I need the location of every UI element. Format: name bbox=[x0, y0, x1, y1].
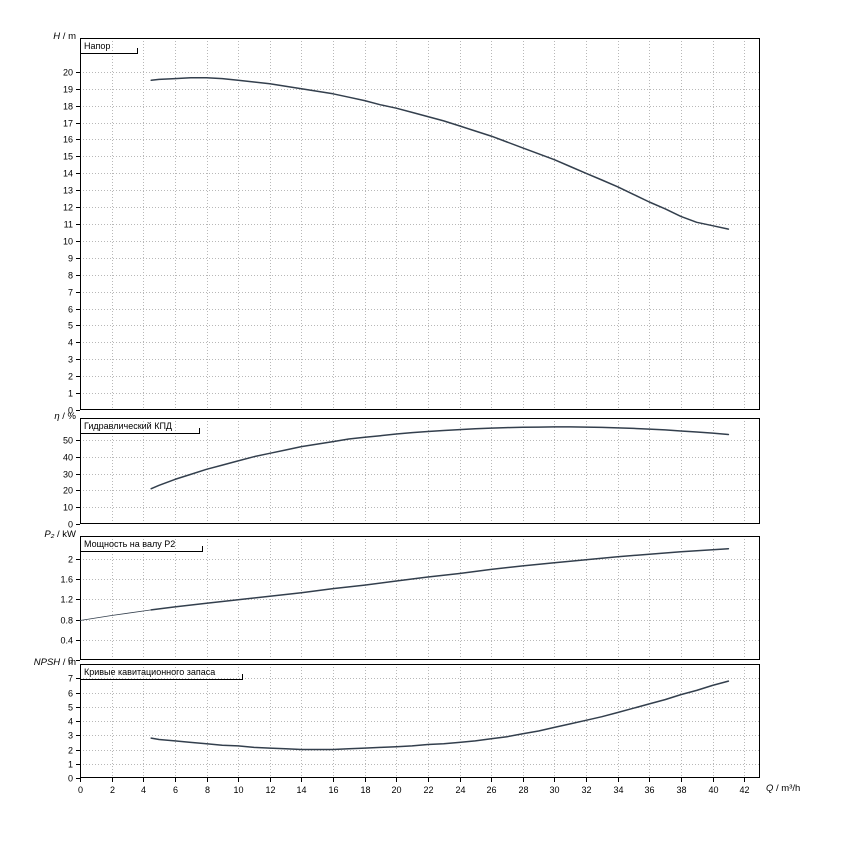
y-tick-label: 17 bbox=[63, 119, 73, 129]
npsh-chart: 0 1 2 3 4 5 6 7 bbox=[68, 664, 760, 784]
y-axis-unit-power: / kW bbox=[57, 529, 76, 540]
x-tick-label: 20 bbox=[391, 785, 401, 795]
x-tick-label: 22 bbox=[423, 785, 433, 795]
y-tick-label: 5 bbox=[68, 703, 73, 713]
x-tick-label: 14 bbox=[296, 785, 306, 795]
efficiency-chart: 0 10 20 30 40 50 bbox=[63, 418, 760, 530]
x-axis: 0 2 4 6 8 10 12 14 16 18 20 22 24 26 28 30 32 34 36 38 40 42 bbox=[78, 778, 750, 795]
x-tick-label: 32 bbox=[581, 785, 591, 795]
x-tick-label: 10 bbox=[233, 785, 243, 795]
y-tick-label: 8 bbox=[68, 271, 73, 281]
x-tick-label: 2 bbox=[110, 785, 115, 795]
x-tick-label: 0 bbox=[78, 785, 83, 795]
y-tick-label: 6 bbox=[68, 305, 73, 315]
y-tick-label: 10 bbox=[63, 237, 73, 247]
y-tick-label: 1 bbox=[68, 760, 73, 770]
efficiency-curve bbox=[150, 426, 730, 490]
chart-title-npsh: Кривые кавитационного запаса bbox=[80, 665, 244, 680]
shaft-power-chart: 0 0.4 0.8 1.2 1.6 2 bbox=[60, 536, 760, 666]
y-axis-unit-head: / m bbox=[62, 31, 76, 42]
y-tick-label: 2 bbox=[68, 746, 73, 756]
y-tick-label: 4 bbox=[68, 717, 73, 727]
y-tick-label: 1 bbox=[68, 389, 73, 399]
y-tick-label: 19 bbox=[63, 85, 73, 95]
x-axis-unit: / m³/h bbox=[776, 783, 801, 794]
y-tick-label: 1.2 bbox=[60, 595, 73, 605]
y-axis-label-power: P₂ / kW bbox=[0, 529, 76, 540]
y-tick-label: 10 bbox=[63, 503, 73, 513]
npsh-curve bbox=[150, 680, 730, 751]
x-tick-label: 18 bbox=[360, 785, 370, 795]
y-tick-label: 30 bbox=[63, 470, 73, 480]
y-axis-variable-power: P₂ bbox=[44, 529, 55, 540]
shaft-power-curve bbox=[150, 547, 730, 611]
y-axis-unit-efficiency: / % bbox=[62, 411, 76, 422]
x-tick-label: 6 bbox=[173, 785, 178, 795]
x-tick-label: 42 bbox=[739, 785, 749, 795]
plot-frame bbox=[80, 664, 760, 778]
y-tick-label: 13 bbox=[63, 186, 73, 196]
y-axis-variable-efficiency: η bbox=[54, 411, 60, 422]
y-axis-variable-npsh: NPSH bbox=[33, 657, 61, 668]
y-tick-label: 0 bbox=[68, 774, 73, 784]
plot-frame bbox=[80, 38, 760, 410]
y-tick-label: 4 bbox=[68, 338, 73, 348]
y-tick-label: 40 bbox=[63, 453, 73, 463]
x-axis-variable: Q bbox=[766, 783, 774, 794]
y-axis-label-head: H / m bbox=[0, 31, 76, 42]
y-tick-label: 15 bbox=[63, 152, 73, 162]
x-tick-label: 16 bbox=[328, 785, 338, 795]
y-tick-label: 18 bbox=[63, 102, 73, 112]
x-tick-label: 8 bbox=[205, 785, 210, 795]
y-tick-label: 0 bbox=[68, 520, 73, 530]
y-tick-label: 16 bbox=[63, 135, 73, 145]
x-tick-label: 38 bbox=[676, 785, 686, 795]
chart-title-power: Мощность на валу P2 bbox=[80, 537, 204, 552]
y-tick-label: 0.8 bbox=[60, 616, 73, 626]
y-axis-variable-head: H bbox=[53, 31, 61, 42]
plot-frame bbox=[80, 418, 760, 524]
x-tick-label: 4 bbox=[141, 785, 146, 795]
y-tick-label: 3 bbox=[68, 355, 73, 365]
head-curve bbox=[150, 76, 730, 230]
x-tick-label: 24 bbox=[455, 785, 465, 795]
y-tick-label: 14 bbox=[63, 169, 73, 179]
y-tick-label: 11 bbox=[64, 220, 73, 230]
y-tick-label: 12 bbox=[63, 203, 73, 213]
x-tick-label: 28 bbox=[518, 785, 528, 795]
y-tick-label: 6 bbox=[68, 689, 73, 699]
y-tick-label: 5 bbox=[68, 321, 73, 331]
y-axis-label-efficiency: η / % bbox=[0, 411, 76, 422]
y-tick-label: 0.4 bbox=[60, 636, 73, 646]
y-tick-label: 3 bbox=[68, 731, 73, 741]
y-tick-label: 20 bbox=[63, 68, 73, 78]
shaft-power-extrapolated bbox=[79, 609, 152, 621]
y-axis-unit-npsh: / m bbox=[62, 657, 76, 668]
y-tick-label: 2 bbox=[68, 555, 73, 565]
y-tick-label: 50 bbox=[63, 436, 73, 446]
y-tick-label: 0 bbox=[68, 406, 73, 416]
y-tick-label: 9 bbox=[68, 254, 73, 264]
x-tick-label: 30 bbox=[549, 785, 559, 795]
y-tick-label: 7 bbox=[68, 674, 73, 684]
y-tick-label: 7 bbox=[68, 288, 73, 298]
plot-frame bbox=[80, 536, 760, 660]
x-tick-label: 36 bbox=[644, 785, 654, 795]
y-axis-label-npsh: NPSH / m bbox=[0, 657, 76, 668]
y-tick-label: 1.6 bbox=[60, 575, 73, 585]
x-tick-label: 26 bbox=[486, 785, 496, 795]
y-tick-label: 20 bbox=[63, 486, 73, 496]
y-tick-label: 2 bbox=[68, 372, 73, 382]
chart-title-efficiency: Гидравлический КПД bbox=[80, 419, 201, 434]
chart-title-head: Напор bbox=[80, 39, 139, 54]
x-tick-label: 34 bbox=[613, 785, 623, 795]
y-tick-label: 0 bbox=[68, 656, 73, 666]
x-axis-label: Q / m³/h bbox=[766, 783, 800, 794]
x-tick-label: 12 bbox=[265, 785, 275, 795]
x-tick-label: 40 bbox=[708, 785, 718, 795]
